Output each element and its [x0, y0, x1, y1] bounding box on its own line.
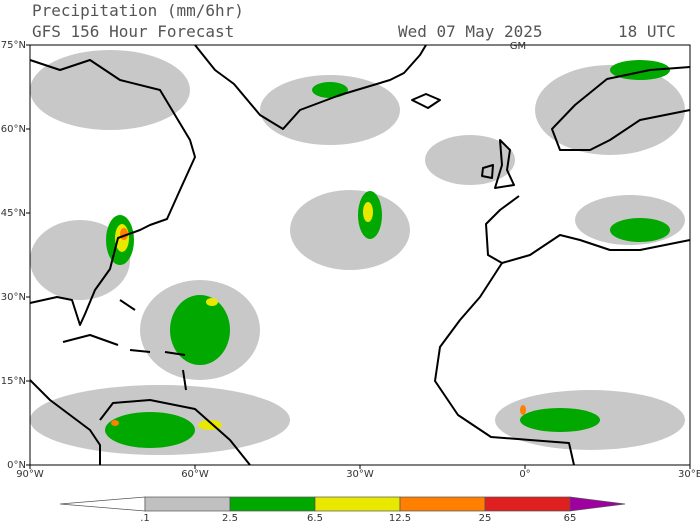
colorbar-segment — [399, 496, 486, 512]
colorbar-label: .1 — [140, 513, 150, 524]
lon-tick-label: 90°W — [16, 469, 44, 480]
lat-tick-label: 30°N — [1, 292, 26, 303]
colorbar-label: 65 — [564, 513, 577, 524]
lon-tick-label: 30°E — [678, 469, 700, 480]
colorbar-segment — [144, 496, 231, 512]
lat-tick-label: 0°N — [7, 460, 26, 471]
lon-tick-label: 0° — [519, 469, 530, 480]
time: 18 UTC — [618, 22, 676, 41]
lon-tick-label: 60°W — [181, 469, 209, 480]
colorbar-segment — [229, 496, 316, 512]
lat-tick-label: 60°N — [1, 124, 26, 135]
colorbar-label: 2.5 — [222, 513, 238, 524]
colorbar-label: 12.5 — [389, 513, 411, 524]
colorbar-label: 6.5 — [307, 513, 323, 524]
coastlines — [29, 44, 691, 466]
lon-tick-label: 30°W — [346, 469, 374, 480]
subtitle: GFS 156 Hour Forecast — [32, 22, 234, 41]
map-area — [29, 44, 691, 466]
colorbar-label: 25 — [479, 513, 492, 524]
colorbar-segment — [314, 496, 401, 512]
precip-moderate — [105, 60, 670, 448]
date: Wed 07 May 2025 — [398, 22, 543, 41]
meridian-label: GM — [510, 41, 526, 52]
colorbar-segment — [569, 496, 626, 512]
lat-tick-label: 45°N — [1, 208, 26, 219]
lat-tick-label: 15°N — [1, 376, 26, 387]
colorbar-segment — [484, 496, 571, 512]
title: Precipitation (mm/6hr) — [32, 1, 244, 20]
lat-tick-label: 75°N — [1, 40, 26, 51]
colorbar-segment — [59, 496, 146, 512]
